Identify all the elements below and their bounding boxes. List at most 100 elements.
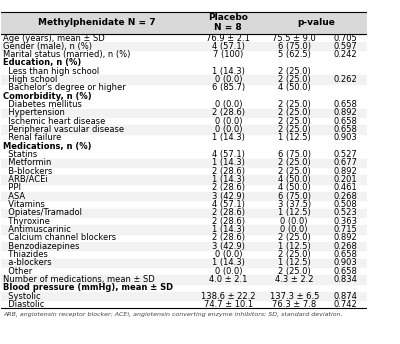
Text: 0.268: 0.268 — [334, 241, 358, 250]
Text: Education, n (%): Education, n (%) — [3, 58, 82, 67]
Text: Diastolic: Diastolic — [3, 300, 44, 309]
Text: Methylphenidate N = 7: Methylphenidate N = 7 — [38, 18, 155, 27]
Text: 0.677: 0.677 — [334, 158, 358, 167]
Text: 0.658: 0.658 — [334, 100, 358, 109]
Text: Marital status (married), n (%): Marital status (married), n (%) — [3, 50, 130, 59]
Text: 2 (28.6): 2 (28.6) — [212, 166, 245, 176]
Bar — [1, 208, 368, 217]
Text: 2 (25.0): 2 (25.0) — [278, 267, 311, 276]
Text: 0.903: 0.903 — [334, 133, 357, 142]
Text: 0.658: 0.658 — [334, 267, 358, 276]
Text: 2 (25.0): 2 (25.0) — [278, 125, 311, 134]
Text: Opiates/Tramadol: Opiates/Tramadol — [3, 208, 82, 217]
Text: 0.201: 0.201 — [334, 175, 357, 184]
Text: Comorbidity, n (%): Comorbidity, n (%) — [3, 92, 92, 101]
Text: 0.363: 0.363 — [334, 217, 358, 226]
Text: Bachelor's degree or higher: Bachelor's degree or higher — [3, 84, 126, 93]
Text: Statins: Statins — [3, 150, 38, 159]
Text: 0 (0.0): 0 (0.0) — [280, 225, 308, 234]
Text: 4 (57.1): 4 (57.1) — [212, 200, 245, 209]
Text: 7 (100): 7 (100) — [213, 50, 244, 59]
Text: Blood pressure (mmHg), mean ± SD: Blood pressure (mmHg), mean ± SD — [3, 283, 173, 292]
Text: Renal failure: Renal failure — [3, 133, 62, 142]
Text: B-blockers: B-blockers — [3, 166, 52, 176]
Text: 75.5 ± 9.0: 75.5 ± 9.0 — [272, 33, 316, 43]
Text: 1 (14.3): 1 (14.3) — [212, 225, 245, 234]
Text: 3 (42.9): 3 (42.9) — [212, 241, 245, 250]
Text: 0.892: 0.892 — [334, 166, 357, 176]
Bar — [1, 159, 368, 167]
Text: Vitamins: Vitamins — [3, 200, 45, 209]
Text: Systolic: Systolic — [3, 291, 41, 301]
Text: 2 (25.0): 2 (25.0) — [278, 250, 311, 259]
Bar — [1, 259, 368, 267]
Text: 6 (75.0): 6 (75.0) — [278, 150, 311, 159]
Text: 2 (28.6): 2 (28.6) — [212, 208, 245, 217]
Text: Peripheral vascular disease: Peripheral vascular disease — [3, 125, 124, 134]
Text: 1 (14.3): 1 (14.3) — [212, 175, 245, 184]
Text: 0.658: 0.658 — [334, 250, 358, 259]
Text: 76.9 ± 2.1: 76.9 ± 2.1 — [206, 33, 250, 43]
Text: 2 (25.0): 2 (25.0) — [278, 75, 311, 84]
Text: a-blockers: a-blockers — [3, 258, 52, 267]
Text: 0.874: 0.874 — [334, 291, 358, 301]
Text: Antimuscarinic: Antimuscarinic — [3, 225, 71, 234]
Text: 4 (50.0): 4 (50.0) — [278, 183, 311, 192]
Text: 1 (14.3): 1 (14.3) — [212, 133, 245, 142]
Text: 137.3 ± 6.5: 137.3 ± 6.5 — [270, 291, 319, 301]
Text: Age (years), mean ± SD: Age (years), mean ± SD — [3, 33, 105, 43]
Text: 0.658: 0.658 — [334, 117, 358, 126]
Bar — [1, 175, 368, 184]
Bar — [1, 75, 368, 84]
Text: 0.705: 0.705 — [334, 33, 357, 43]
Text: 0.834: 0.834 — [334, 275, 358, 284]
Text: 0 (0.0): 0 (0.0) — [214, 125, 242, 134]
Text: 2 (25.0): 2 (25.0) — [278, 233, 311, 242]
Text: 6 (75.0): 6 (75.0) — [278, 42, 311, 51]
Text: 2 (25.0): 2 (25.0) — [278, 158, 311, 167]
Bar — [1, 192, 368, 200]
Text: 1 (14.3): 1 (14.3) — [212, 67, 245, 76]
Text: 1 (14.3): 1 (14.3) — [212, 258, 245, 267]
Bar — [1, 42, 368, 51]
Text: High school: High school — [3, 75, 58, 84]
Text: 3 (37.5): 3 (37.5) — [278, 200, 311, 209]
Text: 0 (0.0): 0 (0.0) — [214, 267, 242, 276]
Text: 0.242: 0.242 — [334, 50, 357, 59]
Text: Hypertension: Hypertension — [3, 108, 65, 117]
Text: 0.461: 0.461 — [334, 183, 357, 192]
Bar — [1, 12, 368, 34]
Text: Medications, n (%): Medications, n (%) — [3, 142, 92, 151]
Text: 0.527: 0.527 — [334, 150, 357, 159]
Text: 0 (0.0): 0 (0.0) — [214, 100, 242, 109]
Bar — [1, 109, 368, 117]
Text: 76.3 ± 7.8: 76.3 ± 7.8 — [272, 300, 316, 309]
Text: 6 (85.7): 6 (85.7) — [212, 84, 245, 93]
Bar — [1, 126, 368, 134]
Text: Thiazides: Thiazides — [3, 250, 48, 259]
Text: 0.892: 0.892 — [334, 108, 357, 117]
Text: 0.742: 0.742 — [334, 300, 357, 309]
Text: ARB/ACEi: ARB/ACEi — [3, 175, 48, 184]
Text: Metformin: Metformin — [3, 158, 52, 167]
Text: 2 (25.0): 2 (25.0) — [278, 108, 311, 117]
Text: 0.268: 0.268 — [334, 192, 358, 201]
Text: 2 (25.0): 2 (25.0) — [278, 67, 311, 76]
Text: 74.7 ± 10.1: 74.7 ± 10.1 — [204, 300, 253, 309]
Text: ASA: ASA — [3, 192, 25, 201]
Text: 4 (50.0): 4 (50.0) — [278, 84, 311, 93]
Text: 4.3 ± 2.2: 4.3 ± 2.2 — [275, 275, 314, 284]
Text: 5 (62.5): 5 (62.5) — [278, 50, 311, 59]
Text: 1 (12.5): 1 (12.5) — [278, 208, 311, 217]
Bar — [1, 242, 368, 250]
Text: 0.597: 0.597 — [334, 42, 357, 51]
Text: 1 (12.5): 1 (12.5) — [278, 133, 311, 142]
Text: Other: Other — [3, 267, 32, 276]
Text: Less than high school: Less than high school — [3, 67, 100, 76]
Text: 4 (57.1): 4 (57.1) — [212, 42, 245, 51]
Text: 0.892: 0.892 — [334, 233, 357, 242]
Text: PPI: PPI — [3, 183, 21, 192]
Text: Number of medications, mean ± SD: Number of medications, mean ± SD — [3, 275, 155, 284]
Text: Thyroxine: Thyroxine — [3, 217, 50, 226]
Text: 0.262: 0.262 — [334, 75, 357, 84]
